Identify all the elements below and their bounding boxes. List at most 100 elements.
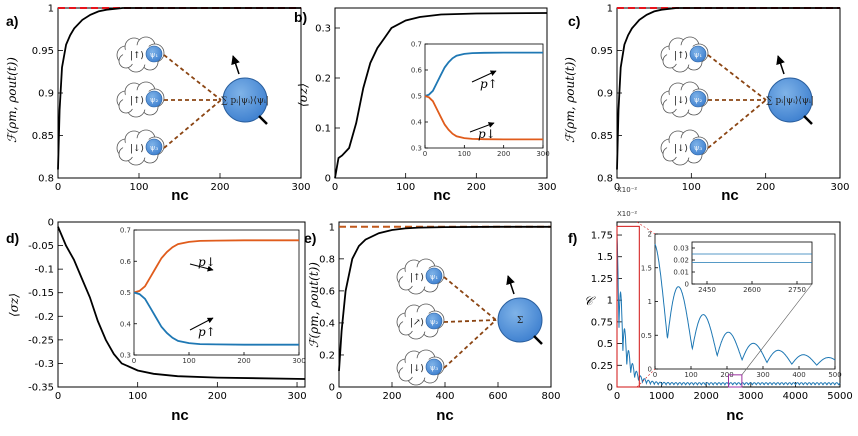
x-tick-label: 300: [536, 150, 549, 158]
x-tick-label: 0: [55, 182, 61, 193]
y-tick-label: -0.05: [28, 241, 54, 252]
panel-label: e): [304, 230, 316, 246]
x-tick-label: 300: [292, 357, 305, 365]
dashed-connector: [707, 99, 767, 149]
x-tick-label: 400: [435, 391, 454, 402]
dashed-connector: [707, 54, 767, 101]
x-tick-label: 200: [208, 391, 227, 402]
y-tick-label: 0.25: [591, 361, 613, 372]
y-tick-label: 0: [329, 383, 335, 394]
y-tick-label: 1.5: [641, 264, 652, 272]
series-line-fidelity: [57, 7, 301, 170]
psi-label: ψ₁: [150, 51, 158, 59]
dashed-connector: [443, 319, 497, 323]
central-state-label: ∑ pᵢ|ψᵢ⟩⟨ψᵢ|: [766, 96, 814, 106]
state-cloud: |↓⟩ ψ₃: [660, 129, 709, 166]
inset-series-label: p↑: [480, 77, 498, 91]
axes-f-small: 2450 2600 2750 0 0.01 0.02 0.03: [673, 241, 813, 294]
ket-label: |↓⟩: [130, 144, 144, 154]
state-cloud: |↓⟩ ψ₂: [660, 81, 709, 118]
ket-label: |↗⟩: [410, 318, 424, 328]
psi-label: ψ₃: [430, 364, 438, 372]
psi-bubble: [145, 138, 163, 156]
y-tick-label: 2: [648, 231, 652, 239]
y-tick-label: 0: [325, 174, 331, 185]
x-axis-label: nc: [726, 407, 744, 424]
ket-label: |↑⟩: [130, 96, 144, 106]
state-cloud: |↑⟩ ψ₁: [116, 36, 165, 73]
psi-bubble: [689, 45, 707, 63]
central-state-sphere: [497, 297, 543, 343]
series-line-fidelity: [338, 225, 551, 372]
state-arrow: [776, 55, 785, 75]
x-tick-label: 300: [830, 182, 849, 193]
y-tick-label: 1.5: [597, 252, 613, 263]
y-tick-label: 0: [648, 366, 652, 374]
y-tick-label: 0.4: [319, 318, 335, 329]
y-tick-label: 1.25: [591, 274, 613, 285]
inset-bg: [134, 230, 299, 355]
detail-region: [728, 374, 743, 388]
series-line-sigma_z: [57, 226, 306, 380]
state-cloud: |↗⟩ ψ₂: [396, 303, 445, 340]
central-state-sphere: [222, 77, 268, 123]
sphere-stub: [258, 115, 268, 125]
x-tick-label: 0: [132, 357, 136, 365]
psi-label: ψ₃: [150, 144, 158, 152]
psi-label: ψ₂: [150, 96, 158, 104]
psi-label: ψ₁: [694, 51, 702, 59]
y-tick-label: 0.3: [315, 24, 331, 35]
y-axis-label: ℱ(ρm, ρout(t)): [563, 57, 577, 143]
y-tick-label: 1: [607, 296, 613, 307]
zoom-link: [636, 368, 656, 388]
sphere-stub: [533, 335, 543, 345]
ket-label: |↓⟩: [410, 364, 424, 374]
x-tick-label: 500: [828, 371, 841, 379]
y-tick-label: 0.7: [411, 41, 422, 49]
x-tick-label: 200: [467, 182, 486, 193]
psi-label: ψ₃: [694, 144, 702, 152]
panel-label: b): [294, 9, 307, 25]
axes-1: 0 100 200 300 0 0.1 0.2 0.3: [315, 7, 557, 193]
y-tick-label: -0.35: [28, 383, 54, 394]
axis-scale-note: X10⁻²: [617, 210, 637, 218]
y-tick-label: 0.5: [597, 339, 613, 350]
dashed-connector: [443, 276, 497, 321]
axis-scale-note: X10⁻²: [617, 186, 637, 194]
inset-annotation-arrow: [469, 122, 495, 133]
y-tick-label: -0.2: [34, 312, 54, 323]
dashed-connector: [163, 54, 222, 101]
panel-label: f): [568, 230, 577, 246]
x-tick-label: 300: [537, 182, 556, 193]
dashed-connector: [443, 319, 497, 369]
plot-frame: [57, 221, 306, 388]
x-tick-label: 1000: [649, 391, 674, 402]
axes-4: 0 200 400 600 800 0 0.2 0.4 0.6 0.8 1: [319, 221, 561, 402]
x-tick-label: 0: [614, 182, 620, 193]
x-axis-label: nc: [721, 187, 739, 204]
y-tick-label: 0.8: [319, 254, 335, 265]
y-tick-label: 0.03: [673, 245, 689, 253]
sphere-stub: [803, 115, 813, 125]
y-axis-label: ℱ(ρm, ρout(t)): [5, 57, 19, 143]
y-axis-label: ⟨σz⟩: [296, 83, 310, 107]
x-tick-label: 2600: [743, 286, 761, 294]
state-cloud: |↑⟩ ψ₂: [116, 81, 165, 118]
x-tick-label: 800: [541, 391, 560, 402]
series-line-coherence-zoom: [654, 243, 836, 366]
y-tick-label: 1: [48, 4, 54, 15]
y-tick-label: 0.5: [411, 93, 422, 101]
x-tick-label: 2000: [693, 391, 718, 402]
ket-label: |↓⟩: [674, 96, 688, 106]
inset-annotation-arrow: [189, 263, 214, 272]
psi-bubble: [145, 90, 163, 108]
series-line-p↑: [133, 291, 299, 346]
y-tick-label: 0.8: [597, 174, 613, 185]
detail-link: [741, 283, 813, 376]
x-tick-label: 200: [720, 371, 733, 379]
plot-frame: [334, 7, 548, 179]
inset-series-label: p↑: [198, 325, 216, 339]
y-tick-label: 0.95: [591, 46, 613, 57]
y-tick-label: 0.1: [315, 124, 331, 135]
x-tick-label: 0: [55, 391, 61, 402]
